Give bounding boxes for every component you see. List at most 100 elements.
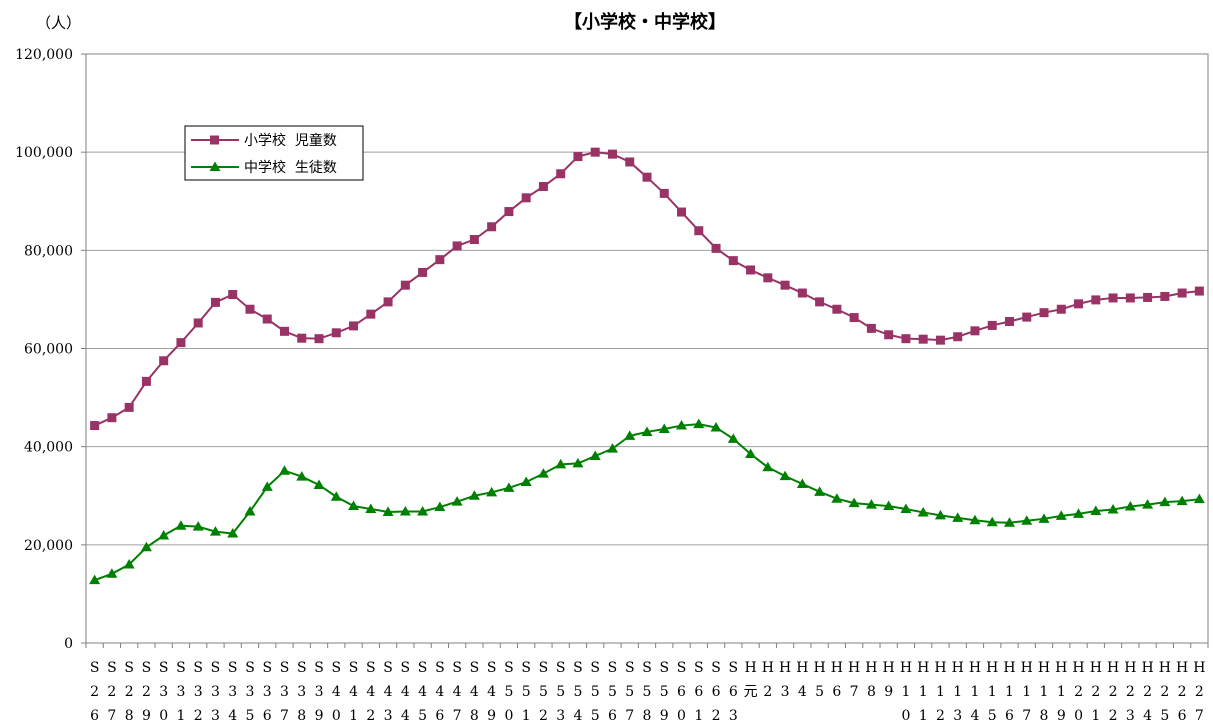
data-point-s1-4 bbox=[158, 530, 170, 540]
data-point-s0-47 bbox=[901, 334, 911, 344]
data-point-s0-45 bbox=[866, 323, 876, 333]
data-point-s0-60 bbox=[1125, 293, 1135, 303]
data-point-s1-34 bbox=[676, 420, 688, 430]
data-point-s0-25 bbox=[521, 193, 531, 203]
series-line-0 bbox=[94, 151, 1200, 427]
data-point-s0-0 bbox=[90, 421, 100, 431]
data-point-s0-32 bbox=[642, 172, 652, 182]
series-line-1 bbox=[94, 423, 1200, 582]
data-point-s1-36 bbox=[710, 422, 722, 432]
data-point-s1-59 bbox=[1107, 503, 1119, 514]
data-point-s0-28 bbox=[573, 152, 583, 162]
legend-label-elementary: 小学校 児童数 bbox=[244, 132, 337, 149]
data-point-s0-42 bbox=[815, 297, 825, 307]
y-tick-label-1: 20,000 bbox=[24, 538, 73, 554]
data-point-s0-36 bbox=[711, 243, 721, 253]
data-point-s1-32 bbox=[641, 426, 653, 436]
data-point-s0-64 bbox=[1194, 286, 1204, 296]
data-point-s1-13 bbox=[313, 479, 325, 489]
data-point-s1-63 bbox=[1176, 495, 1188, 506]
data-point-s0-30 bbox=[607, 149, 617, 159]
data-point-s0-29 bbox=[590, 147, 600, 157]
data-point-s0-11 bbox=[280, 326, 290, 336]
data-point-s0-53 bbox=[1004, 317, 1014, 327]
data-point-s1-53 bbox=[1003, 517, 1015, 527]
data-point-s1-27 bbox=[555, 458, 567, 469]
x-axis: S 2 6 S 2 7 S 2 8 S 2 9 S 3 0 S 3 1 S 3 2 S 3 3 S 3 4 S 3 5 S 3 6 S 3 7 S 3 8 S… bbox=[85, 643, 1209, 724]
data-point-s1-51 bbox=[969, 514, 981, 525]
data-point-s1-54 bbox=[1021, 515, 1033, 525]
data-point-s1-35 bbox=[693, 418, 705, 429]
y-tick-label-0: 0 bbox=[64, 636, 73, 652]
data-point-s1-9 bbox=[244, 505, 256, 516]
data-point-s0-49 bbox=[935, 335, 945, 345]
data-point-s0-18 bbox=[400, 280, 410, 290]
data-point-s0-21 bbox=[452, 241, 462, 251]
data-point-s1-37 bbox=[727, 433, 739, 443]
data-point-s1-6 bbox=[192, 521, 204, 531]
legend-marker-junior bbox=[209, 161, 221, 171]
legend-label-junior: 中学校 生徒数 bbox=[244, 159, 337, 176]
data-point-s0-55 bbox=[1039, 308, 1049, 318]
data-point-s1-61 bbox=[1142, 499, 1154, 509]
data-point-s1-23 bbox=[486, 486, 498, 497]
data-point-s1-52 bbox=[986, 516, 998, 527]
data-point-s0-14 bbox=[331, 328, 341, 338]
data-point-s0-26 bbox=[538, 182, 548, 192]
data-point-s0-54 bbox=[1022, 312, 1032, 322]
data-point-s0-9 bbox=[245, 304, 255, 314]
data-point-s1-2 bbox=[123, 558, 135, 569]
data-point-s0-20 bbox=[435, 255, 445, 265]
data-point-s1-28 bbox=[572, 457, 584, 468]
data-point-s1-26 bbox=[537, 468, 549, 478]
data-point-s0-38 bbox=[746, 265, 756, 275]
data-point-s0-43 bbox=[832, 304, 842, 314]
legend: 小学校 児童数 中学校 生徒数 bbox=[184, 125, 364, 181]
data-point-s1-49 bbox=[934, 509, 946, 520]
y-axis-unit-label: （人） bbox=[36, 14, 81, 32]
data-point-s1-18 bbox=[399, 505, 411, 516]
data-point-s0-57 bbox=[1074, 299, 1084, 309]
data-point-s1-12 bbox=[296, 471, 308, 481]
data-point-s0-34 bbox=[677, 207, 687, 217]
data-point-s0-63 bbox=[1177, 288, 1187, 298]
data-point-s1-20 bbox=[434, 501, 446, 512]
data-point-s1-10 bbox=[261, 481, 273, 491]
data-point-s0-56 bbox=[1056, 304, 1066, 314]
legend-marker-elementary bbox=[210, 135, 219, 145]
y-tick-label-2: 40,000 bbox=[24, 440, 73, 456]
data-point-s0-16 bbox=[366, 309, 376, 319]
